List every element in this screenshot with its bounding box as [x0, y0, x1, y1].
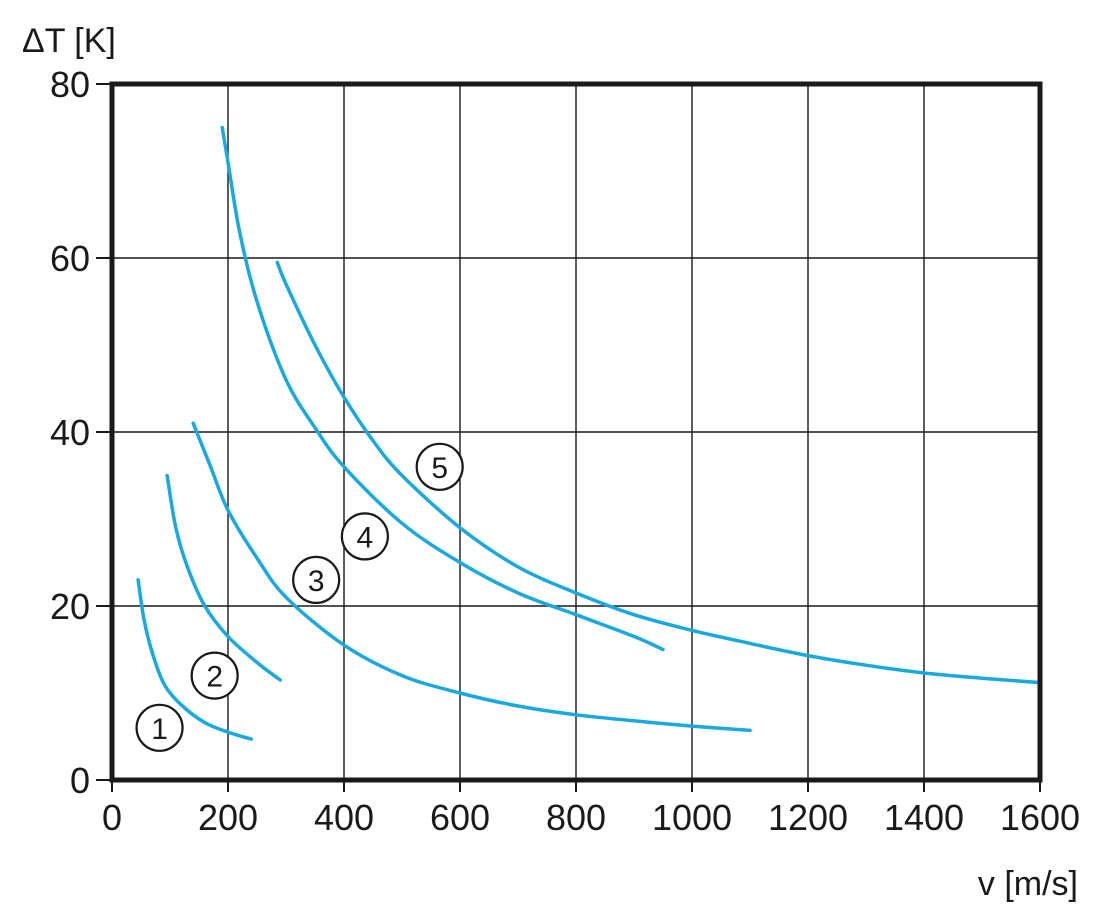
x-tick-label: 1400: [884, 797, 964, 838]
y-tick-label: 60: [50, 238, 90, 279]
x-tick-label: 1600: [1000, 797, 1080, 838]
y-tick-label: 40: [50, 412, 90, 453]
curve-label-4: 4: [340, 512, 389, 561]
curve-label-2: 2: [190, 651, 239, 700]
x-tick-label: 1200: [768, 797, 848, 838]
series-line-1: [136, 578, 253, 741]
x-tick-label: 400: [314, 797, 374, 838]
y-axis-label: ΔT [K]: [22, 22, 116, 60]
curve-label-number: 5: [431, 452, 448, 485]
curve-label-circle: [292, 555, 341, 605]
x-tick-label: 0: [102, 797, 122, 838]
curve-label-1: 1: [135, 703, 184, 752]
curve-label-number: 1: [151, 713, 168, 746]
curve-label-circle: [340, 512, 389, 561]
series-line-2: [165, 473, 282, 682]
y-tick-label: 0: [70, 760, 90, 801]
series-line-5: [275, 260, 1042, 685]
curve-label-circle: [190, 651, 239, 700]
curve-label-3: 3: [292, 555, 341, 605]
x-tick-label: 1000: [652, 797, 732, 838]
curve-label-circle: [415, 442, 464, 491]
curve-label-5: 5: [415, 442, 464, 491]
grid-lines: [112, 84, 1040, 780]
x-tick-label: 600: [430, 797, 490, 838]
x-tick-label: 200: [198, 797, 258, 838]
curve-label-number: 3: [308, 565, 325, 598]
x-axis-label: v [m/s]: [978, 865, 1078, 903]
y-tick-label: 80: [50, 64, 90, 105]
series-line-4: [220, 125, 665, 652]
curve-label-circle: [135, 703, 184, 752]
series-line-3: [191, 421, 752, 733]
x-tick-label: 800: [546, 797, 606, 838]
curve-label-number: 4: [357, 521, 374, 554]
curve-label-number: 2: [206, 661, 223, 694]
y-tick-label: 20: [50, 586, 90, 627]
series-lines: [136, 125, 1042, 741]
curve-labels: 1 2 34 5: [135, 442, 464, 752]
axis-ticks: 0 200 400 600 800 1000 1200 1400 1600 0 20 40 60 80: [50, 64, 1080, 838]
